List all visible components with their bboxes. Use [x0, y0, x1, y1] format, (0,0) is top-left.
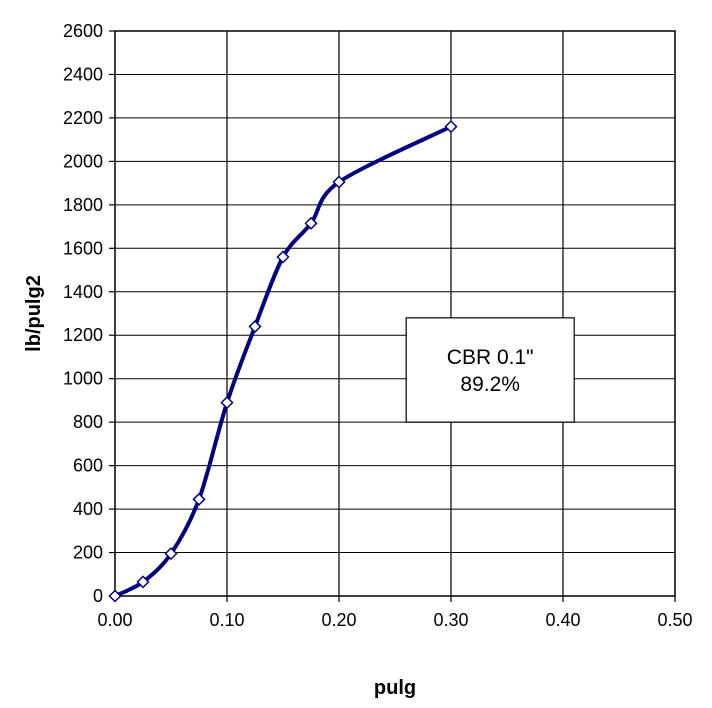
data-point: [192, 492, 206, 506]
x-tick-label: 0.40: [545, 610, 580, 630]
y-tick-label: 2400: [63, 64, 103, 84]
data-point: [276, 250, 290, 264]
y-tick-label: 400: [73, 499, 103, 519]
y-tick-label: 2600: [63, 21, 103, 41]
y-tick-label: 600: [73, 456, 103, 476]
y-tick-labels: 0 200 400 600 800 1000 1200 1400 1600 1800 2000 220…: [63, 21, 103, 606]
annotation-line-1: CBR 0.1": [447, 346, 534, 369]
series-line: [113, 124, 453, 598]
x-tick-label: 0.00: [97, 610, 132, 630]
y-tick-label: 1800: [63, 195, 103, 215]
y-tick-label: 1200: [63, 325, 103, 345]
y-tick-label: 2000: [63, 151, 103, 171]
x-axis-title: pulg: [374, 677, 416, 699]
x-tick-label: 0.30: [433, 610, 468, 630]
data-point: [304, 216, 318, 230]
data-point: [332, 175, 346, 189]
y-tick-label: 1400: [63, 282, 103, 302]
y-tick-label: 0: [93, 586, 103, 606]
cbr-annotation-box: CBR 0.1" 89.2%: [405, 317, 575, 423]
x-tick-label: 0.10: [209, 610, 244, 630]
data-point: [220, 396, 234, 410]
y-tick-label: 800: [73, 412, 103, 432]
x-tick-label: 0.50: [657, 610, 692, 630]
x-tick-labels: 0.00 0.10 0.20 0.30 0.40 0.50: [97, 610, 692, 630]
y-tick-label: 1000: [63, 369, 103, 389]
data-point: [164, 547, 178, 561]
annotation-frame: [405, 317, 575, 423]
x-tick-label: 0.20: [321, 610, 356, 630]
y-tick-label: 1600: [63, 238, 103, 258]
y-tick-label: 2200: [63, 108, 103, 128]
plot-area-border: [114, 30, 676, 597]
data-point-markers: [108, 120, 458, 603]
gridlines: [115, 31, 675, 596]
data-point: [444, 120, 458, 134]
data-point: [136, 575, 150, 589]
annotation-line-2: 89.2%: [460, 373, 520, 396]
y-tick-label: 200: [73, 543, 103, 563]
y-axis-title: lb/pulg2: [23, 275, 45, 352]
data-point: [108, 589, 122, 603]
data-point: [248, 319, 262, 334]
